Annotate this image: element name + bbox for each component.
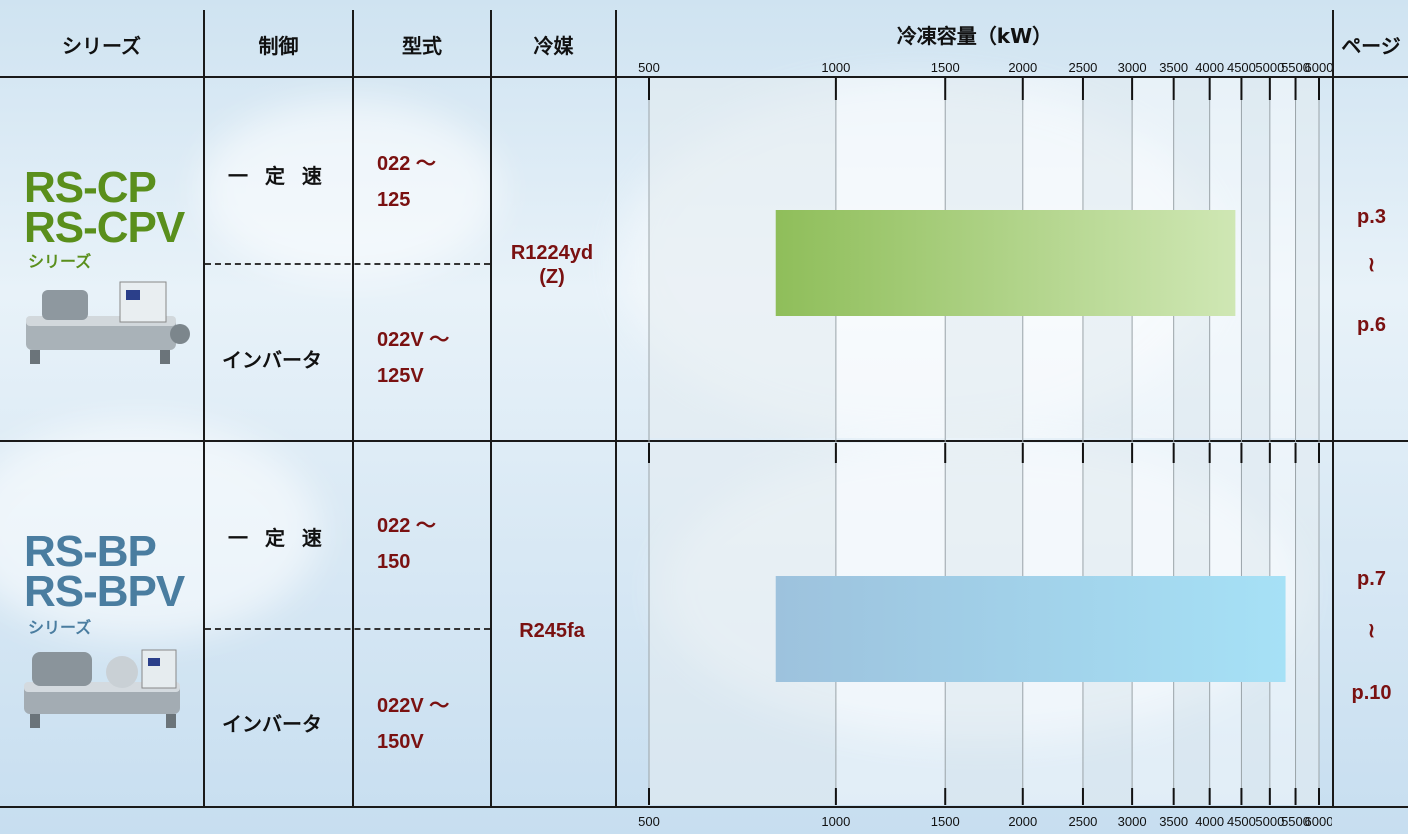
page-end: p.10 [1351, 682, 1392, 704]
chiller-image [18, 642, 198, 734]
series-label: シリーズ [28, 252, 92, 271]
header-page: ページ [1341, 34, 1401, 58]
chiller-image [20, 276, 196, 370]
tick-label-bottom: 4000 [1195, 814, 1224, 829]
tick-label-bottom: 4500 [1227, 814, 1256, 829]
column-divider [615, 10, 617, 808]
tick-label-bottom: 6000 [1305, 814, 1332, 829]
footer-rule [0, 806, 1408, 808]
control-inverter: インバータ [222, 712, 322, 736]
column-divider [490, 10, 492, 808]
tick-label-bottom: 2000 [1008, 814, 1037, 829]
series-name-line1: RS-BP [24, 527, 157, 576]
tick-label-top: 5000 [1255, 60, 1284, 75]
chart-column [1241, 78, 1270, 438]
page-separator: ≀ [1367, 620, 1376, 642]
series-label: シリーズ [28, 618, 92, 637]
tick-label-top: 6000 [1305, 60, 1332, 75]
tick-label-top: 4500 [1227, 60, 1256, 75]
chart-column [1295, 78, 1319, 438]
page-start: p.7 [1357, 568, 1386, 590]
header-model: 型式 [402, 34, 442, 58]
tick-label-top: 1000 [821, 60, 850, 75]
tick-label-bottom: 5000 [1255, 814, 1284, 829]
header-rule [0, 76, 1408, 78]
tick-label-top: 1500 [931, 60, 960, 75]
control-inverter: インバータ [222, 348, 322, 372]
row-divider-dashed [205, 628, 490, 630]
row-divider-dashed [205, 263, 490, 265]
series-name-line1: RS-CP [24, 163, 157, 212]
tick-label-bottom: 1000 [821, 814, 850, 829]
tick-label-top: 5500 [1281, 60, 1310, 75]
control-fixed-speed: 一 定 速 [228, 164, 322, 188]
refrigerant-line1: R1224yd [510, 242, 594, 264]
tick-label-top: 500 [638, 60, 660, 75]
chart-column [1269, 78, 1296, 438]
cloud-decoration [200, 100, 500, 280]
model-fixed-line2: 125 [377, 189, 411, 211]
column-divider [352, 10, 354, 808]
tick-label-top: 3000 [1118, 60, 1147, 75]
series-name-line2: RS-BPV [24, 567, 185, 616]
page-separator: ≀ [1367, 254, 1376, 276]
refrigerant-line2: (Z) [539, 266, 565, 288]
model-fixed-line1: 022 〜 [377, 153, 436, 175]
tick-label-bottom: 5500 [1281, 814, 1310, 829]
column-divider [203, 10, 205, 808]
tick-label-bottom: 2500 [1068, 814, 1097, 829]
chart-column [1295, 443, 1319, 805]
series-name-line2: RS-CPV [24, 203, 185, 252]
model-fixed-line1: 022 〜 [377, 515, 436, 537]
control-fixed-speed: 一 定 速 [228, 526, 322, 550]
header-refrigerant: 冷媒 [533, 34, 574, 58]
header-capacity: 冷凍容量（kW） [896, 24, 1053, 48]
page-end: p.6 [1357, 314, 1386, 336]
tick-label-bottom: 1500 [931, 814, 960, 829]
row-rule [0, 440, 1408, 442]
capacity-bar [775, 210, 1236, 316]
capacity-chart: 500 500 1000 1000 1500 1500 2000 2000 2500 2500 30… [638, 60, 1332, 829]
column-divider [1332, 10, 1334, 808]
model-inverter-line2: 150V [377, 731, 424, 753]
model-inverter-line2: 125V [377, 365, 424, 387]
tick-label-top: 2000 [1008, 60, 1037, 75]
model-inverter-line1: 022V 〜 [377, 329, 450, 351]
model-inverter-line1: 022V 〜 [377, 695, 450, 717]
tick-label-bottom: 3000 [1118, 814, 1147, 829]
tick-label-bottom: 500 [638, 814, 660, 829]
tick-label-top: 3500 [1159, 60, 1188, 75]
model-fixed-line2: 150 [377, 551, 411, 573]
cloud-decoration [0, 420, 320, 640]
tick-label-top: 4000 [1195, 60, 1224, 75]
capacity-bar [775, 576, 1286, 682]
tick-label-bottom: 3500 [1159, 814, 1188, 829]
tick-label-top: 2500 [1068, 60, 1097, 75]
header-control: 制御 [258, 34, 299, 58]
header-series: シリーズ [62, 34, 141, 58]
refrigerant-line1: R245fa [519, 620, 585, 642]
page-start: p.3 [1357, 206, 1386, 228]
